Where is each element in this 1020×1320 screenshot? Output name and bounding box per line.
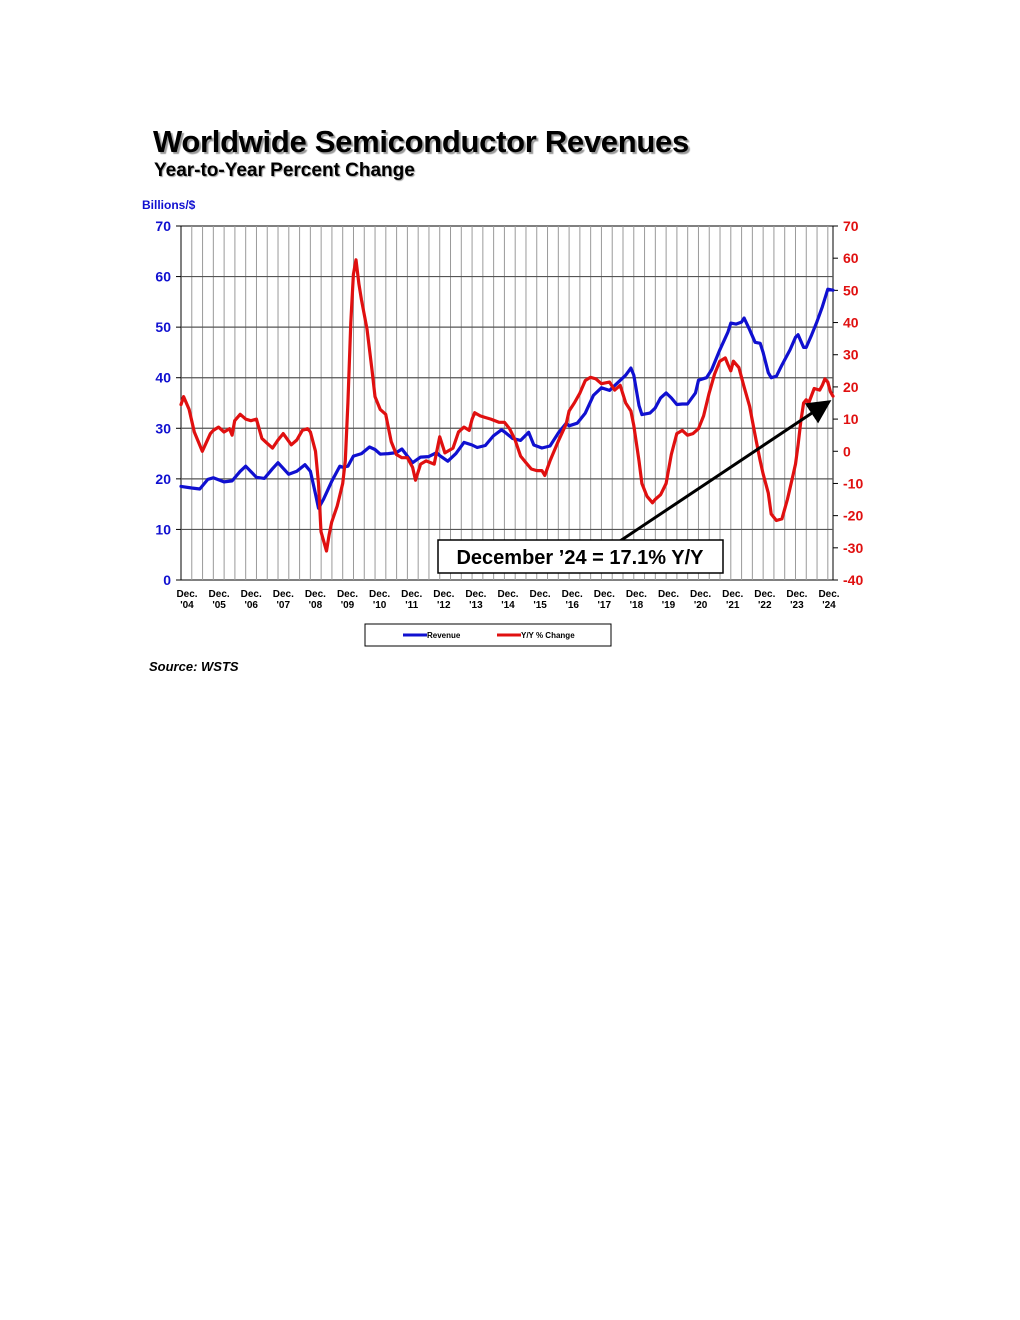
left-axis-tick-label: 20 (155, 471, 171, 487)
x-axis-tick-label: '05 (212, 600, 226, 611)
legend-box (364, 623, 612, 647)
x-axis-tick-label: '18 (630, 600, 644, 611)
x-axis-tick-label: '07 (277, 600, 291, 611)
x-axis-tick-label: '22 (758, 600, 772, 611)
x-axis-tick-label: Dec. (690, 589, 711, 600)
left-axis-tick-label: 50 (155, 319, 171, 335)
right-axis: -40 -30 -20 -10 0 10 20 30 40 50 60 70 (833, 218, 863, 588)
x-axis-tick-label: Dec. (786, 589, 807, 600)
x-axis-tick-label: Dec. (594, 589, 615, 600)
series-layer (179, 258, 835, 553)
x-axis-tick-label: '06 (244, 600, 258, 611)
x-axis-tick-label: '19 (662, 600, 676, 611)
legend-label: Y/Y % Change (521, 631, 575, 640)
x-axis-tick-label: '16 (565, 600, 579, 611)
x-axis-tick-label: '10 (373, 600, 387, 611)
left-axis-tick-label: 10 (155, 521, 171, 537)
x-axis-tick-label: '13 (469, 600, 483, 611)
x-axis-tick-label: Dec. (626, 589, 647, 600)
x-axis-tick-label: Dec. (401, 589, 422, 600)
left-axis-tick-label: 40 (155, 370, 171, 386)
x-axis-tick-label: '12 (437, 600, 451, 611)
x-axis-tick-label: Dec. (241, 589, 262, 600)
x-axis-tick-label: Dec. (562, 589, 583, 600)
x-axis-tick-label: Dec. (530, 589, 551, 600)
x-axis-tick-label: '04 (180, 600, 194, 611)
x-axis-tick-label: '15 (533, 600, 547, 611)
left-axis-tick-label: 30 (155, 420, 171, 436)
x-axis: Dec.'04Dec.'05Dec.'06Dec.'07Dec.'08Dec.'… (176, 589, 839, 611)
right-axis-tick-label: -30 (843, 540, 863, 556)
right-axis-tick-label: -20 (843, 508, 863, 524)
left-axis-tick-label: 70 (155, 218, 171, 234)
x-axis-tick-label: Dec. (722, 589, 743, 600)
x-axis-tick-label: Dec. (305, 589, 326, 600)
x-axis-tick-label: '11 (405, 600, 418, 611)
annotation-arrow (619, 400, 832, 543)
x-axis-tick-label: Dec. (754, 589, 775, 600)
x-axis-tick-label: '24 (822, 600, 836, 611)
right-axis-tick-label: 60 (843, 250, 859, 266)
x-axis-tick-label: Dec. (369, 589, 390, 600)
legend-label: Revenue (427, 631, 461, 640)
left-axis-tick-label: 0 (163, 572, 171, 588)
chart-subtitle: Year-to-Year Percent Change (154, 160, 415, 181)
right-axis-tick-label: 70 (843, 218, 859, 234)
left-axis: 0 10 20 30 40 50 60 70 (155, 218, 181, 588)
legend: Revenue Y/Y % Change (364, 623, 612, 647)
x-axis-tick-label: Dec. (465, 589, 486, 600)
annotation-box (437, 539, 724, 574)
source-note: Source: WSTS (149, 659, 239, 674)
left-axis-label: Billions/$ (142, 198, 196, 212)
plot-area (180, 225, 834, 581)
x-axis-tick-label: Dec. (176, 589, 197, 600)
x-axis-tick-label: Dec. (209, 589, 230, 600)
x-axis-tick-label: Dec. (658, 589, 679, 600)
chart-title: Worldwide Semiconductor Revenues (153, 124, 689, 159)
x-axis-tick-label: '09 (341, 600, 355, 611)
right-axis-tick-label: -40 (843, 572, 863, 588)
x-axis-tick-label: Dec. (337, 589, 358, 600)
x-axis-tick-label: Dec. (818, 589, 839, 600)
right-axis-tick-label: 50 (843, 282, 859, 298)
annotation-text: December ’24 = 17.1% Y/Y (456, 547, 704, 569)
right-axis-tick-label: 30 (843, 347, 859, 363)
x-axis-tick-label: '23 (790, 600, 804, 611)
right-axis-tick-label: 20 (843, 379, 859, 395)
right-axis-tick-label: -10 (843, 475, 863, 491)
x-axis-tick-label: '20 (694, 600, 708, 611)
left-axis-tick-label: 60 (155, 269, 171, 285)
annotation: December ’24 = 17.1% Y/Y (437, 400, 832, 574)
grid-lines (180, 225, 834, 581)
x-axis-tick-label: '17 (598, 600, 612, 611)
x-axis-tick-label: '08 (309, 600, 323, 611)
x-axis-tick-label: '14 (501, 600, 515, 611)
x-axis-tick-label: Dec. (497, 589, 518, 600)
right-axis-tick-label: 10 (843, 411, 859, 427)
right-axis-tick-label: 0 (843, 443, 851, 459)
series-line-yoy-change (179, 258, 835, 553)
right-axis-tick-label: 40 (843, 315, 859, 331)
x-axis-tick-label: Dec. (273, 589, 294, 600)
x-axis-tick-label: '21 (726, 600, 740, 611)
series-line-revenue (179, 287, 835, 510)
x-axis-tick-label: Dec. (433, 589, 454, 600)
